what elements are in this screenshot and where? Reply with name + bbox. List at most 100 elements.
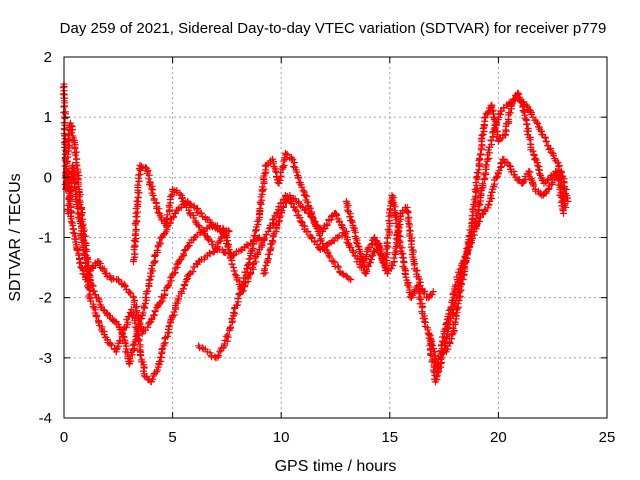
data-point	[213, 243, 221, 251]
data-point	[544, 185, 552, 193]
data-point	[354, 242, 362, 250]
data-point	[59, 84, 67, 92]
data-point	[493, 121, 501, 129]
data-point	[362, 266, 370, 274]
data-point	[533, 118, 541, 126]
data-point	[132, 225, 140, 233]
data-point	[542, 138, 550, 146]
data-point	[61, 102, 69, 110]
data-point	[167, 193, 175, 201]
data-point	[349, 248, 357, 256]
data-point	[75, 251, 83, 259]
data-point	[99, 306, 107, 314]
data-point	[67, 122, 75, 130]
data-point	[64, 202, 72, 210]
data-point	[533, 161, 541, 169]
data-point	[160, 340, 168, 348]
data-point	[237, 285, 245, 293]
data-point	[323, 241, 331, 249]
data-point	[406, 227, 414, 235]
data-point	[359, 257, 367, 265]
data-point	[338, 270, 346, 278]
data-point	[427, 341, 435, 349]
data-point	[474, 169, 482, 177]
data-point	[78, 238, 86, 246]
data-point	[536, 170, 544, 178]
data-point	[272, 167, 280, 175]
data-point	[478, 131, 486, 139]
data-point	[501, 131, 509, 139]
data-point	[384, 270, 392, 278]
data-point	[307, 212, 315, 220]
data-point	[482, 161, 490, 169]
data-point	[149, 191, 157, 199]
data-point	[326, 253, 334, 261]
x-tick-label: 20	[490, 429, 507, 446]
data-point	[137, 162, 145, 170]
data-point	[339, 225, 347, 233]
data-point	[391, 250, 399, 258]
data-point	[226, 249, 234, 257]
data-point	[145, 276, 153, 284]
data-point	[479, 180, 487, 188]
data-point	[560, 209, 568, 217]
data-point	[223, 337, 231, 345]
data-point	[480, 114, 488, 122]
data-point	[147, 272, 155, 280]
data-point	[527, 175, 535, 183]
data-point	[313, 241, 321, 249]
data-point	[293, 168, 301, 176]
data-point	[98, 323, 106, 331]
data-point	[241, 268, 249, 276]
data-point	[157, 353, 165, 361]
data-point	[224, 331, 232, 339]
data-point	[178, 195, 186, 203]
data-point	[458, 276, 466, 284]
data-point	[153, 246, 161, 254]
data-point	[73, 155, 81, 163]
data-point	[506, 109, 514, 117]
data-point	[523, 121, 531, 129]
data-point	[383, 234, 391, 242]
data-point	[277, 168, 285, 176]
data-point	[64, 150, 72, 158]
data-point	[237, 246, 245, 254]
data-point	[228, 260, 236, 268]
data-point	[233, 301, 241, 309]
data-point	[142, 293, 150, 301]
data-point	[384, 225, 392, 233]
data-point	[517, 98, 525, 106]
data-point	[169, 312, 177, 320]
data-point	[377, 247, 385, 255]
data-point	[126, 355, 134, 363]
y-tick-label: 1	[44, 109, 52, 126]
data-point	[529, 147, 537, 155]
data-point	[347, 216, 355, 224]
data-point	[507, 101, 515, 109]
data-point	[190, 214, 198, 222]
data-point	[165, 281, 173, 289]
data-point	[270, 215, 278, 223]
data-point	[437, 355, 445, 363]
data-point	[114, 276, 122, 284]
data-point	[90, 287, 98, 295]
data-point	[421, 318, 429, 326]
data-point	[279, 162, 287, 170]
data-point	[303, 192, 311, 200]
data-point	[546, 144, 554, 152]
data-point	[110, 275, 118, 283]
data-point	[481, 113, 489, 121]
y-tick-label: 2	[44, 49, 52, 66]
data-point	[383, 256, 391, 264]
data-point	[327, 238, 335, 246]
data-point	[347, 276, 355, 284]
data-point	[248, 246, 256, 254]
data-point	[147, 185, 155, 193]
data-point	[325, 252, 333, 260]
data-point	[231, 271, 239, 279]
y-axis-title: SDTVAR / TECUs	[7, 173, 24, 301]
data-point	[475, 154, 483, 162]
data-point	[275, 218, 283, 226]
data-point	[144, 323, 152, 331]
data-point	[479, 125, 487, 133]
